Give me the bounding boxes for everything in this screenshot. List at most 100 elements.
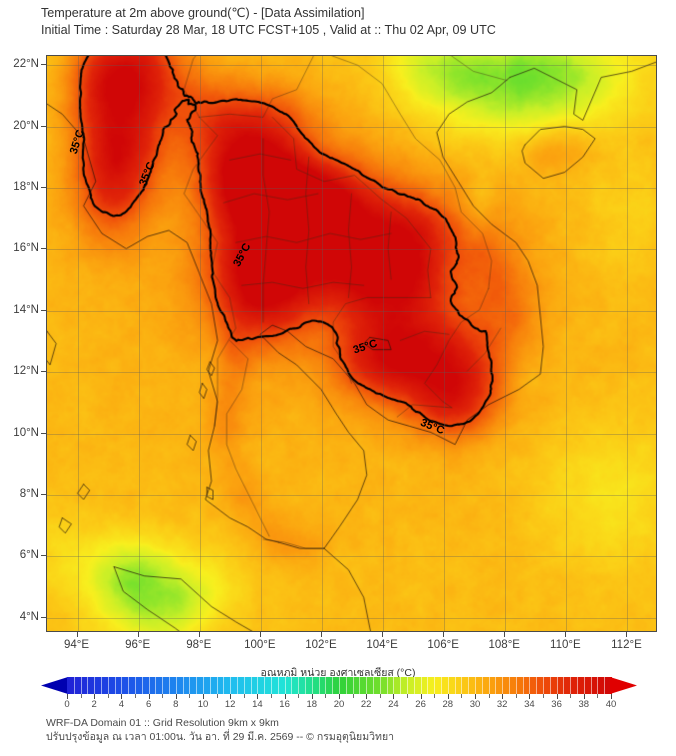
y-axis-labels: 4°N 6°N 8°N 10°N 12°N 14°N 16°N 18°N 20°N 22°N (0, 55, 39, 632)
colorbar-separator (94, 677, 96, 694)
colorbar-separator (311, 677, 313, 694)
colorbar-tick (461, 694, 463, 698)
colorbar-swatch (155, 677, 163, 694)
colorbar-tick (257, 694, 259, 699)
x-axis-tick (76, 632, 78, 637)
colorbar-swatch (386, 677, 394, 694)
colorbar-tick-label: 34 (524, 699, 535, 710)
page-title: Temperature at 2m above ground(℃) - [Dat… (41, 6, 365, 20)
colorbar-separator (162, 677, 164, 694)
colorbar-separator (128, 677, 130, 694)
y-axis-tick (41, 493, 46, 495)
colorbar-swatch (169, 677, 177, 694)
y-axis-tick (41, 309, 46, 311)
colorbar-separator (264, 677, 266, 694)
colorbar-tick (447, 694, 449, 699)
colorbar-swatch (107, 677, 116, 694)
colorbar-tick (80, 694, 82, 698)
colorbar-separator (468, 677, 470, 694)
y-axis-tick (41, 64, 46, 66)
colorbar-strip[interactable] (41, 677, 641, 694)
colorbar-tick (597, 694, 599, 698)
colorbar-swatch (175, 677, 184, 694)
colorbar-separator (155, 677, 157, 694)
footer-model-info: WRF-DA Domain 01 :: Grid Resolution 9km … (46, 717, 279, 729)
colorbar-separator (543, 677, 544, 694)
colorbar-swatch (509, 677, 517, 694)
colorbar-tick (203, 694, 204, 699)
colorbar-tick (407, 694, 408, 698)
colorbar-tick-label: 30 (469, 699, 481, 710)
colorbar-separator (121, 677, 123, 694)
colorbar-separator (135, 677, 136, 694)
colorbar-high-extend-arrow-icon (610, 677, 637, 694)
colorbar-separator (209, 677, 211, 694)
colorbar-separator (366, 677, 368, 694)
colorbar-gradient (67, 677, 612, 694)
x-axis-tick (137, 632, 139, 637)
colorbar-swatch (420, 677, 428, 694)
colorbar-separator (284, 677, 286, 694)
colorbar-separator (182, 677, 184, 694)
colorbar-swatch (311, 677, 320, 694)
colorbar-separator (271, 677, 272, 694)
colorbar-tick-label: 28 (442, 699, 454, 710)
colorbar-separator (216, 677, 218, 694)
colorbar-swatch (373, 677, 381, 694)
colorbar-swatch (80, 677, 88, 694)
colorbar-separator (556, 677, 558, 694)
colorbar-tick (379, 694, 381, 698)
colorbar-separator (101, 677, 102, 694)
colorbar-swatch (434, 677, 442, 694)
colorbar-separator (529, 677, 531, 694)
colorbar-swatch (475, 677, 483, 694)
colorbar-swatch (101, 677, 109, 694)
colorbar-tick (67, 694, 68, 699)
colorbar-swatch (128, 677, 136, 694)
colorbar-swatch (400, 677, 408, 694)
colorbar-tick (175, 694, 177, 699)
colorbar-tick (325, 694, 327, 698)
colorbar-swatch (203, 677, 211, 694)
x-axis-tick (198, 632, 200, 637)
colorbar-swatch (454, 677, 462, 694)
colorbar-separator (373, 677, 374, 694)
colorbar-swatch (543, 677, 551, 694)
colorbar-separator (80, 677, 82, 694)
colorbar-separator (325, 677, 327, 694)
colorbar-swatch (216, 677, 224, 694)
colorbar-swatch (318, 677, 326, 694)
colorbar-tick-label: 38 (578, 699, 590, 710)
colorbar-swatch (549, 677, 558, 694)
colorbar-separator (502, 677, 504, 694)
x-axis-tick-label: 100°E (244, 639, 276, 651)
colorbar-swatch (264, 677, 272, 694)
colorbar-separator (522, 677, 524, 694)
colorbar-swatch (121, 677, 129, 694)
x-axis-tick-label: 110°E (550, 639, 581, 651)
colorbar-swatch (67, 677, 75, 694)
y-axis-tick-label: 4°N (19, 610, 39, 623)
colorbar-swatch (250, 677, 258, 694)
colorbar-tick (366, 694, 368, 699)
colorbar-swatch (366, 677, 374, 694)
y-axis-tick-label: 6°N (19, 549, 39, 562)
colorbar-ticks (67, 694, 612, 699)
colorbar-tick (515, 694, 517, 698)
colorbar-separator (345, 677, 347, 694)
colorbar-separator (141, 677, 143, 694)
colorbar-separator (237, 677, 238, 694)
colorbar-tick (121, 694, 123, 699)
colorbar-tick (475, 694, 476, 699)
y-axis-tick (41, 616, 46, 618)
map-plot-area[interactable]: 35°C 35°C 35°C 35°C 35°C (46, 55, 657, 632)
x-axis-tick-label: 102°E (305, 639, 337, 651)
colorbar-tick-labels: 0 2 4 6 8 10 12 14 16 18 20 22 24 26 28 30 32 34 36 38 40 (64, 699, 616, 713)
colorbar-separator (536, 677, 538, 694)
colorbar-swatch (148, 677, 156, 694)
colorbar-separator (400, 677, 402, 694)
colorbar-swatch (325, 677, 333, 694)
colorbar-separator (223, 677, 225, 694)
colorbar-separator (196, 677, 198, 694)
x-axis-labels: 94°E 96°E 98°E 100°E 102°E 104°E 106°E 108°E 110… (46, 639, 657, 655)
